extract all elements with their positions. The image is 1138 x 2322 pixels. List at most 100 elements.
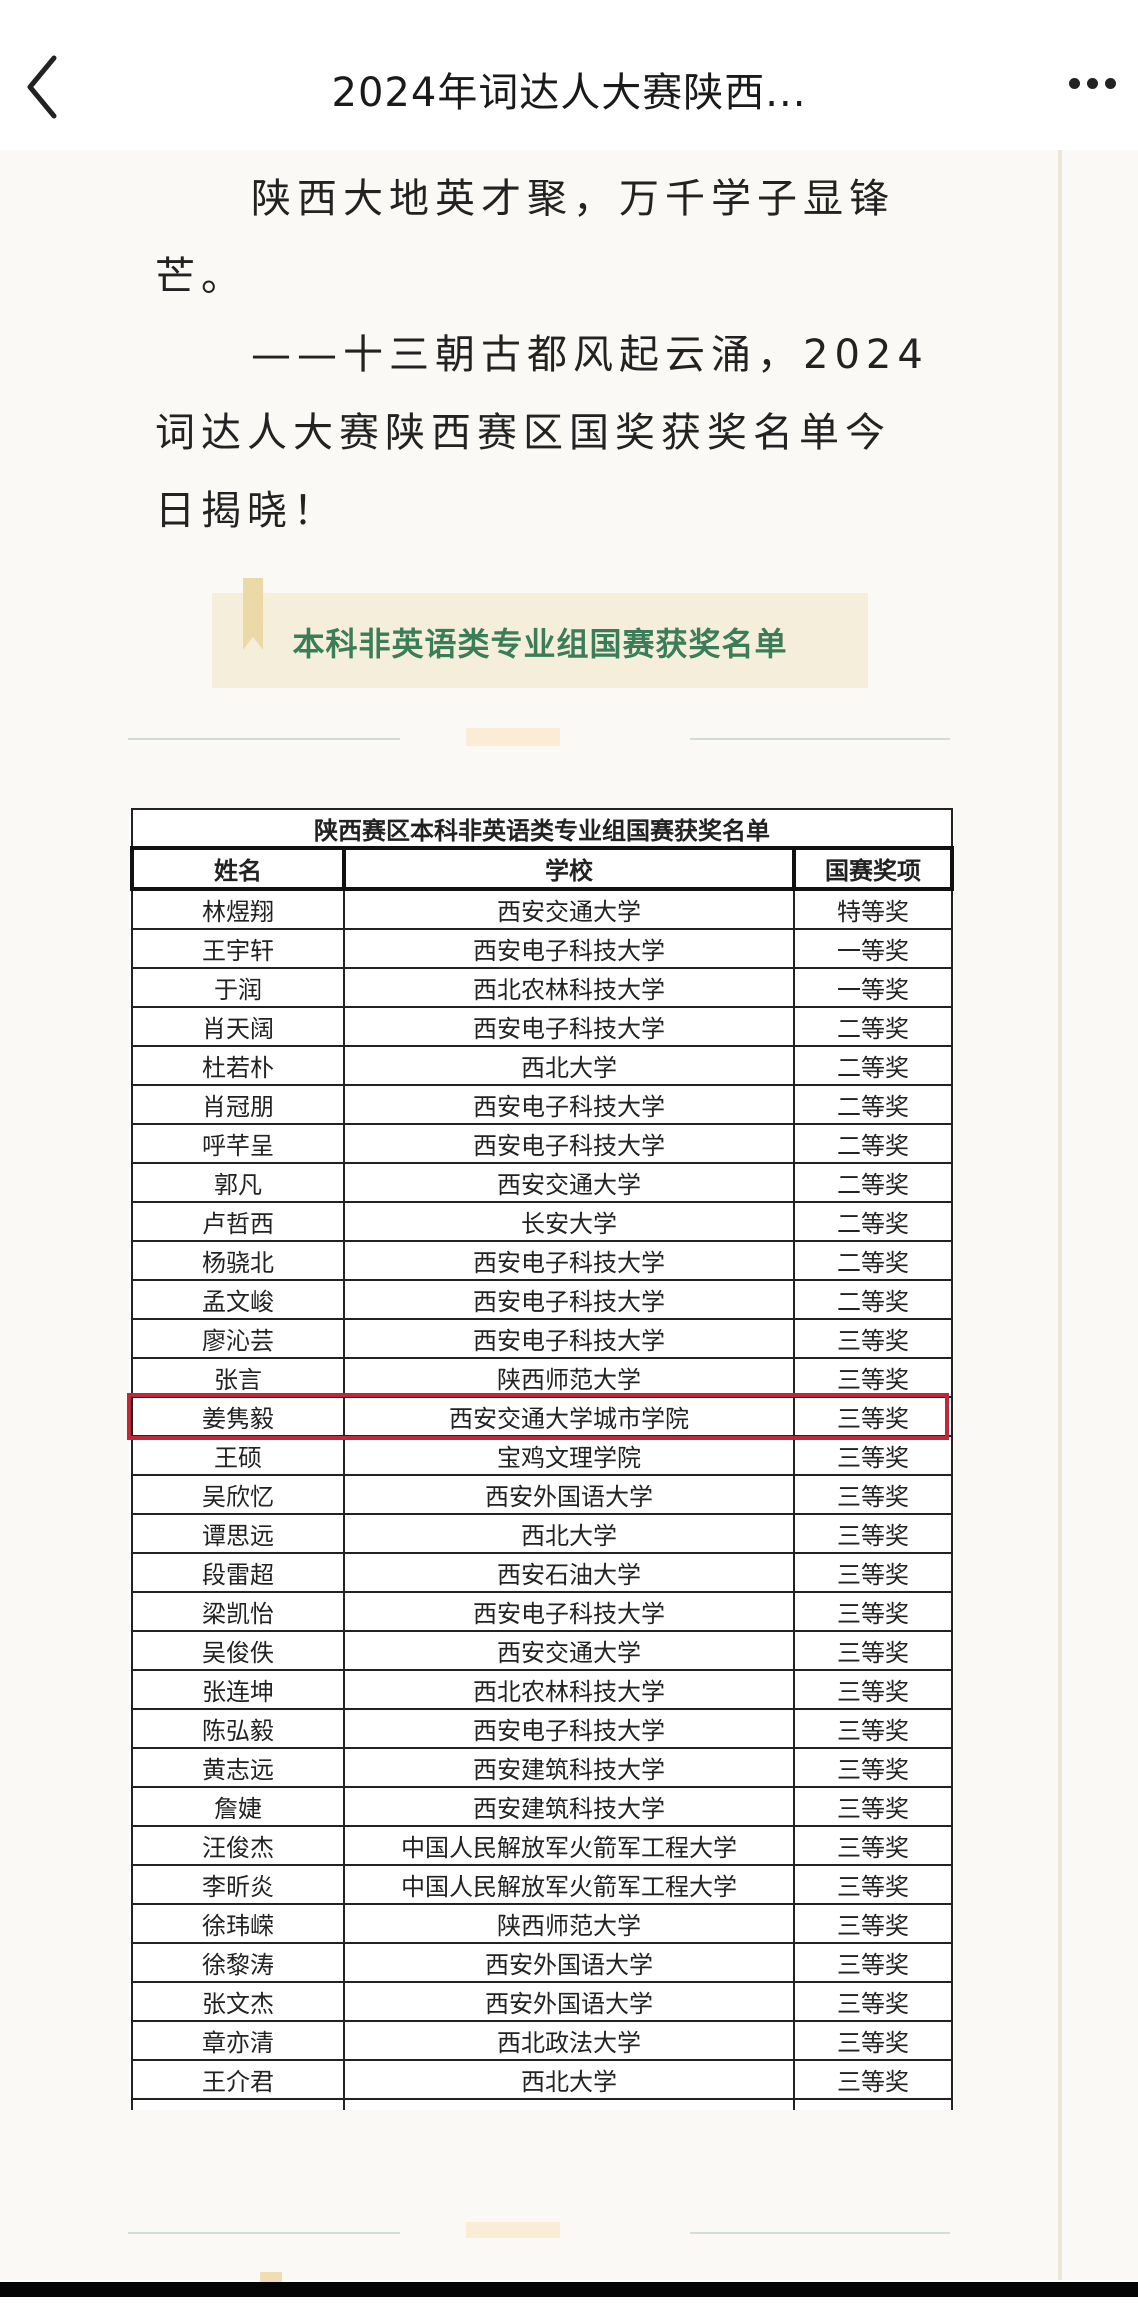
awards-table: 陕西赛区本科非英语类专业组国赛获奖名单 姓名 学校 国赛奖项 林煜翔 西安交通大学… [130, 808, 955, 2110]
empty-cell [343, 2098, 795, 2110]
name-cell: 张言 [131, 1357, 345, 1398]
award-cell: 三等奖 [792, 2059, 954, 2100]
school-cell: 西北政法大学 [343, 2020, 795, 2061]
award-cell: 三等奖 [792, 1747, 954, 1788]
decorative-block [260, 2272, 282, 2282]
award-cell: 三等奖 [792, 1318, 954, 1359]
school-cell: 长安大学 [343, 1201, 795, 1242]
award-cell: 三等奖 [792, 1474, 954, 1515]
award-cell: 三等奖 [792, 1513, 954, 1554]
table-row: 张连坤 西北农林科技大学 三等奖 [131, 1669, 954, 1710]
school-cell: 西安外国语大学 [343, 1474, 795, 1515]
intro-paragraph: 陕西大地英才聚，万千学子显锋芒。 [155, 176, 895, 300]
name-cell: 徐玮嵘 [131, 1903, 345, 1944]
name-cell: 王宇轩 [131, 928, 345, 969]
award-cell: 二等奖 [792, 1162, 954, 1203]
table-row: 廖沁芸 西安电子科技大学 三等奖 [131, 1318, 954, 1359]
award-cell: 三等奖 [792, 1552, 954, 1593]
bookmark-ribbon-icon [243, 578, 263, 650]
award-cell: 二等奖 [792, 1006, 954, 1047]
name-cell: 林煜翔 [131, 888, 345, 930]
award-cell: 特等奖 [792, 888, 954, 930]
school-cell: 宝鸡文理学院 [343, 1435, 795, 1476]
school-cell: 陕西师范大学 [343, 1357, 795, 1398]
intro-paragraph-2: ——十三朝古都风起云涌，2024词达人大赛陕西赛区国奖获奖名单今日揭晓！ [155, 332, 929, 534]
award-cell: 二等奖 [792, 1240, 954, 1281]
table-row: 梁凯怡 西安电子科技大学 三等奖 [131, 1591, 954, 1632]
table-row: 姜隽毅 西安交通大学城市学院 三等奖 [131, 1396, 954, 1437]
divider-ornament [466, 2222, 560, 2238]
award-cell: 三等奖 [792, 1357, 954, 1398]
name-cell: 谭思远 [131, 1513, 345, 1554]
award-cell: 二等奖 [792, 1123, 954, 1164]
more-options-button[interactable] [1069, 78, 1116, 89]
name-cell: 杨骁北 [131, 1240, 345, 1281]
school-cell: 西安建筑科技大学 [343, 1747, 795, 1788]
name-cell: 姜隽毅 [131, 1396, 345, 1437]
school-cell: 西安交通大学 [343, 1630, 795, 1671]
school-cell: 西安建筑科技大学 [343, 1786, 795, 1827]
more-dots-icon [1087, 78, 1098, 89]
award-cell: 三等奖 [792, 1864, 954, 1905]
name-cell: 孟文峻 [131, 1279, 345, 1320]
table-row: 呼芊呈 西安电子科技大学 二等奖 [131, 1123, 954, 1164]
divider-line [690, 738, 950, 740]
school-cell: 陕西师范大学 [343, 1903, 795, 1944]
name-cell: 詹婕 [131, 1786, 345, 1827]
chevron-left-icon [27, 55, 57, 119]
table-row: 王介君 西北大学 三等奖 [131, 2059, 954, 2100]
table-row: 杜若朴 西北大学 二等奖 [131, 1045, 954, 1086]
school-cell: 西安电子科技大学 [343, 1006, 795, 1047]
award-cell: 三等奖 [792, 1825, 954, 1866]
more-dots-icon [1069, 78, 1080, 89]
name-cell: 陈弘毅 [131, 1708, 345, 1749]
table-row: 詹婕 西安建筑科技大学 三等奖 [131, 1786, 954, 1827]
divider-line [128, 738, 400, 740]
name-cell: 王硕 [131, 1435, 345, 1476]
name-cell: 张连坤 [131, 1669, 345, 1710]
school-cell: 西安电子科技大学 [343, 1240, 795, 1281]
name-cell: 卢哲西 [131, 1201, 345, 1242]
name-cell: 徐黎涛 [131, 1942, 345, 1983]
empty-cell [792, 2098, 954, 2110]
divider-line [690, 2232, 950, 2234]
table-row: 肖天阔 西安电子科技大学 二等奖 [131, 1006, 954, 1047]
column-header-award: 国赛奖项 [791, 846, 955, 891]
award-cell: 三等奖 [792, 1708, 954, 1749]
table-row: 徐黎涛 西安外国语大学 三等奖 [131, 1942, 954, 1983]
more-dots-icon [1105, 78, 1116, 89]
name-cell: 吴俊佚 [131, 1630, 345, 1671]
table-row: 郭凡 西安交通大学 二等奖 [131, 1162, 954, 1203]
table-row: 吴欣忆 西安外国语大学 三等奖 [131, 1474, 954, 1515]
table-row: 徐玮嵘 陕西师范大学 三等奖 [131, 1903, 954, 1944]
table-row: 于润 西北农林科技大学 一等奖 [131, 967, 954, 1008]
school-cell: 西北大学 [343, 2059, 795, 2100]
table-title: 陕西赛区本科非英语类专业组国赛获奖名单 [130, 808, 954, 849]
award-cell: 三等奖 [792, 1942, 954, 1983]
school-cell: 西安电子科技大学 [343, 1591, 795, 1632]
name-cell: 李昕炎 [131, 1864, 345, 1905]
award-cell: 二等奖 [792, 1279, 954, 1320]
school-cell: 西安交通大学城市学院 [343, 1396, 795, 1437]
school-cell: 西安外国语大学 [343, 1981, 795, 2022]
name-cell: 汪俊杰 [131, 1825, 345, 1866]
school-cell: 西安电子科技大学 [343, 1123, 795, 1164]
award-cell: 三等奖 [792, 1591, 954, 1632]
table-row: 张文杰 西安外国语大学 三等奖 [131, 1981, 954, 2022]
school-cell: 中国人民解放军火箭军工程大学 [343, 1825, 795, 1866]
divider-ornament [466, 728, 560, 746]
school-cell: 西安电子科技大学 [343, 1318, 795, 1359]
name-cell: 廖沁芸 [131, 1318, 345, 1359]
award-cell: 三等奖 [792, 1981, 954, 2022]
school-cell: 西安电子科技大学 [343, 1708, 795, 1749]
award-cell: 一等奖 [792, 928, 954, 969]
table-row-partial [131, 2098, 954, 2110]
table-row: 张言 陕西师范大学 三等奖 [131, 1357, 954, 1398]
award-cell: 一等奖 [792, 967, 954, 1008]
table-row: 段雷超 西安石油大学 三等奖 [131, 1552, 954, 1593]
table-row: 吴俊佚 西安交通大学 三等奖 [131, 1630, 954, 1671]
school-cell: 西安外国语大学 [343, 1942, 795, 1983]
table-row: 谭思远 西北大学 三等奖 [131, 1513, 954, 1554]
school-cell: 中国人民解放军火箭军工程大学 [343, 1864, 795, 1905]
back-button[interactable] [22, 52, 62, 122]
